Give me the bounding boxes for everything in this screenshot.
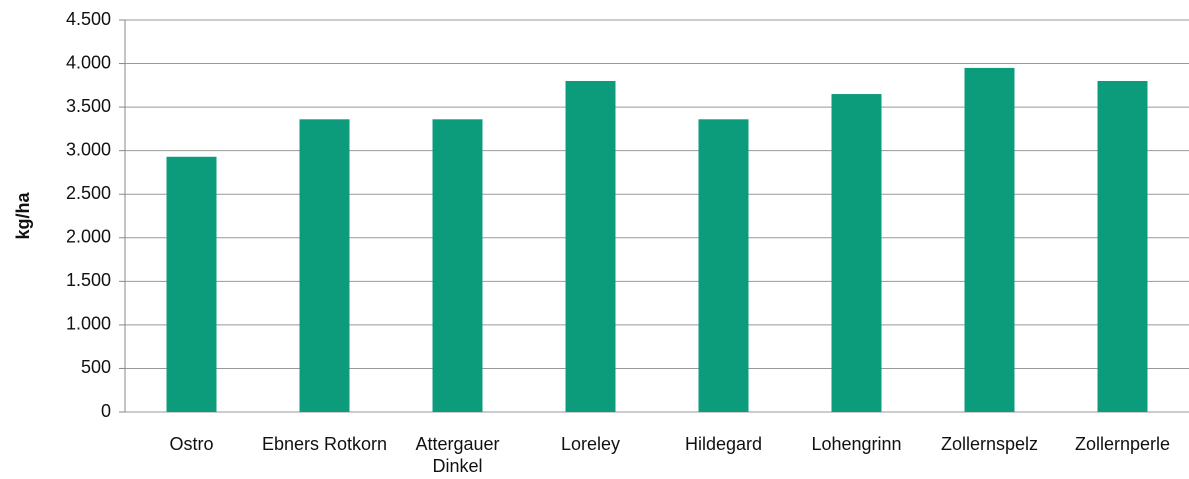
bar <box>565 80 616 412</box>
x-tick-label: Ostro <box>169 434 214 454</box>
y-tick-label: 3.000 <box>66 139 111 159</box>
x-tick-label: Hildegard <box>684 434 763 454</box>
x-tick-label: Loreley <box>560 434 621 454</box>
y-tick-label: 2.000 <box>66 227 111 247</box>
x-tick-label: Lohengrinn <box>811 434 902 454</box>
x-tick-label: Zollernperle <box>1074 434 1171 454</box>
x-tick-label: Zollernspelz <box>940 434 1039 454</box>
bar <box>698 119 749 412</box>
bar <box>964 67 1015 413</box>
x-tick-label: Ebners Rotkorn <box>261 434 388 454</box>
y-tick-label: 3.500 <box>66 96 111 116</box>
bar <box>432 119 483 412</box>
y-tick-label: 2.500 <box>66 183 111 203</box>
bar <box>831 94 882 413</box>
bar <box>166 156 217 412</box>
y-axis-title: kg/ha <box>13 192 33 240</box>
bar <box>299 119 350 412</box>
y-tick-label: 500 <box>81 357 111 377</box>
y-tick-label: 1.000 <box>66 314 111 334</box>
x-tick-label: Attergauer Dinkel <box>415 434 500 476</box>
bar <box>1097 80 1148 412</box>
y-tick-label: 4.500 <box>66 9 111 29</box>
y-tick-label: 0 <box>101 401 111 421</box>
y-tick-label: 1.500 <box>66 270 111 290</box>
y-tick-label: 4.000 <box>66 52 111 72</box>
